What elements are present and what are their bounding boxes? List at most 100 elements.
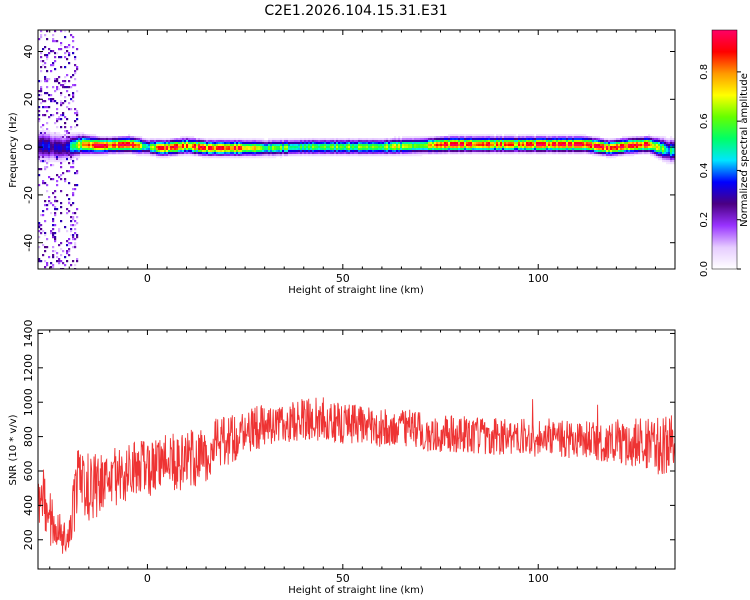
- heat-cell: [572, 142, 575, 145]
- heat-cell: [94, 154, 97, 157]
- heat-cell: [660, 152, 663, 155]
- heat-cell: [352, 148, 355, 151]
- heat-cell: [646, 142, 649, 145]
- heat-cell: [74, 136, 77, 139]
- heat-cell: [48, 48, 51, 51]
- heat-cell: [84, 142, 87, 145]
- heat-cell: [648, 150, 651, 153]
- heat-cell: [328, 152, 331, 155]
- heat-cell: [414, 140, 417, 143]
- heat-cell: [78, 132, 81, 135]
- heat-cell: [400, 152, 403, 155]
- heat-cell: [72, 194, 75, 197]
- heat-cell: [250, 146, 253, 149]
- heat-cell: [546, 140, 549, 143]
- heat-cell: [670, 148, 673, 151]
- heat-cell: [362, 146, 365, 149]
- heat-cell: [476, 148, 479, 151]
- heat-cell: [422, 138, 425, 141]
- heat-cell: [162, 150, 165, 153]
- heat-cell: [570, 144, 573, 147]
- heat-cell: [46, 106, 49, 109]
- heat-cell: [222, 152, 225, 155]
- heat-cell: [58, 158, 61, 161]
- heat-cell: [644, 152, 647, 155]
- heat-cell: [520, 146, 523, 149]
- heat-cell: [332, 150, 335, 153]
- heat-cell: [632, 154, 635, 157]
- heat-cell: [526, 150, 529, 153]
- spectrogram-ytick-label: -20: [22, 186, 35, 204]
- heat-cell: [536, 148, 539, 151]
- heat-cell: [300, 148, 303, 151]
- heat-cell: [54, 208, 57, 211]
- heat-cell: [654, 146, 657, 149]
- heat-cell: [64, 36, 67, 39]
- heat-cell: [326, 140, 329, 143]
- heat-cell: [178, 152, 181, 155]
- heat-cell: [40, 148, 43, 151]
- heat-cell: [632, 146, 635, 149]
- heat-cell: [446, 142, 449, 145]
- heat-cell: [274, 154, 277, 157]
- heat-cell: [310, 152, 313, 155]
- heat-cell: [590, 144, 593, 147]
- heat-cell: [90, 144, 93, 147]
- heat-cell: [184, 154, 187, 157]
- heat-cell: [386, 142, 389, 145]
- heat-cell: [662, 160, 665, 163]
- heat-cell: [228, 146, 231, 149]
- heat-cell: [590, 148, 593, 151]
- heat-cell: [76, 170, 79, 173]
- heat-cell: [58, 82, 61, 85]
- heat-cell: [278, 152, 281, 155]
- heat-cell: [106, 150, 109, 153]
- heat-cell: [378, 138, 381, 141]
- heat-cell: [354, 150, 357, 153]
- heat-cell: [140, 142, 143, 145]
- heat-cell: [666, 138, 669, 141]
- heat-cell: [530, 136, 533, 139]
- heat-cell: [436, 138, 439, 141]
- heat-cell: [56, 148, 59, 151]
- heat-cell: [370, 140, 373, 143]
- heat-cell: [570, 148, 573, 151]
- heat-cell: [266, 148, 269, 151]
- heat-cell: [54, 40, 57, 43]
- heat-cell: [536, 142, 539, 145]
- heat-cell: [530, 152, 533, 155]
- heat-cell: [76, 48, 79, 51]
- heat-cell: [514, 142, 517, 145]
- heat-cell: [628, 142, 631, 145]
- heat-cell: [610, 146, 613, 149]
- heat-cell: [518, 152, 521, 155]
- heat-cell: [60, 166, 63, 169]
- heat-cell: [670, 138, 673, 141]
- heat-cell: [204, 154, 207, 157]
- heat-cell: [436, 146, 439, 149]
- heat-cell: [526, 140, 529, 143]
- heat-cell: [56, 120, 59, 123]
- heat-cell: [62, 262, 65, 265]
- heat-cell: [50, 158, 53, 161]
- heat-cell: [56, 126, 59, 129]
- heat-cell: [44, 204, 47, 207]
- heat-cell: [450, 138, 453, 141]
- heat-cell: [602, 154, 605, 157]
- heat-cell: [60, 92, 63, 95]
- heat-cell: [360, 154, 363, 157]
- heat-cell: [502, 152, 505, 155]
- heat-cell: [554, 148, 557, 151]
- heat-cell: [254, 156, 257, 159]
- heat-cell: [644, 144, 647, 147]
- heat-cell: [58, 144, 61, 147]
- heat-cell: [412, 152, 415, 155]
- heat-cell: [90, 148, 93, 151]
- heat-cell: [244, 144, 247, 147]
- heat-cell: [464, 136, 467, 139]
- heat-cell: [74, 150, 77, 153]
- heat-cell: [74, 212, 77, 215]
- heat-cell: [76, 114, 79, 117]
- heat-cell: [226, 150, 229, 153]
- heat-cell: [668, 154, 671, 157]
